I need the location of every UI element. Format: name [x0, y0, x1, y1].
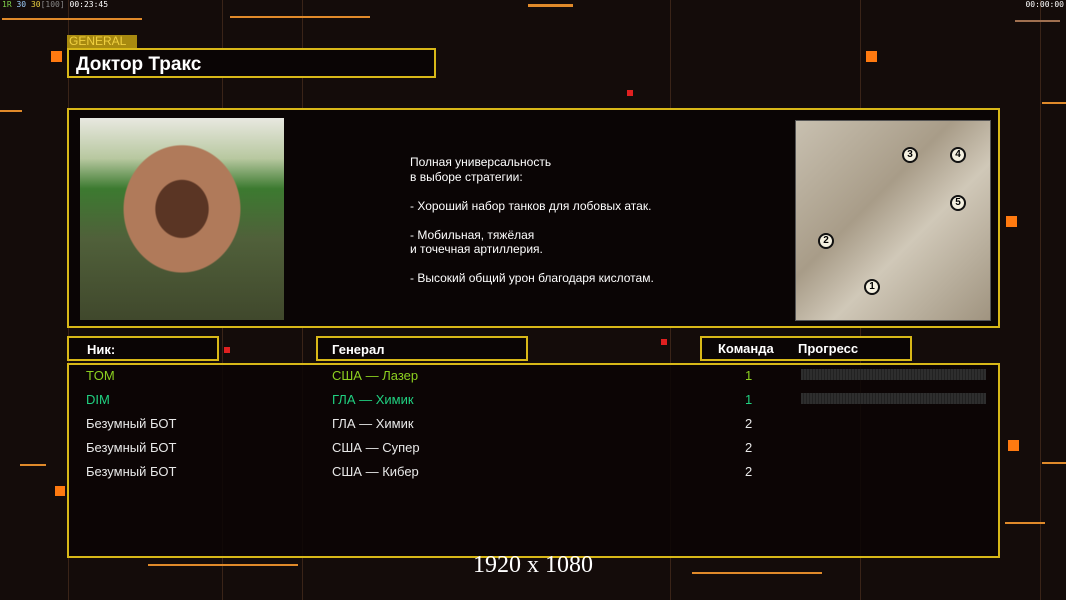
player-row[interactable]: Безумный БОТ США — Супер 2 — [69, 437, 998, 461]
header-nick: Ник: — [67, 336, 219, 361]
player-general[interactable]: ГЛА — Химик — [332, 392, 414, 407]
player-team[interactable]: 2 — [745, 464, 753, 479]
player-team[interactable]: 2 — [745, 440, 753, 455]
header-general: Генерал — [316, 336, 528, 361]
header-team: Команда — [718, 341, 774, 356]
hud-stat: 1R — [2, 0, 12, 9]
player-team[interactable]: 2 — [745, 416, 753, 431]
desc-line: и точечная артиллерия. — [410, 242, 543, 256]
start-position-5[interactable]: 5 — [950, 195, 966, 211]
player-nick: Безумный БОТ — [86, 416, 177, 431]
player-team[interactable]: 1 — [745, 392, 753, 407]
player-row[interactable]: DIM ГЛА — Химик 1 — [69, 389, 998, 413]
hud-stat: 30 — [30, 0, 41, 9]
player-general[interactable]: США — Кибер — [332, 464, 419, 479]
player-row[interactable]: Безумный БОТ США — Кибер 2 — [69, 461, 998, 485]
header-progress: Прогресс — [798, 341, 859, 356]
start-position-1[interactable]: 1 — [864, 279, 880, 295]
player-general[interactable]: ГЛА — Химик — [332, 416, 414, 431]
player-nick: Безумный БОТ — [86, 440, 177, 455]
player-general[interactable]: США — Лазер — [332, 368, 419, 383]
player-nick: DIM — [86, 392, 110, 407]
player-general[interactable]: США — Супер — [332, 440, 420, 455]
desc-line: - Высокий общий урон благодаря кислотам. — [410, 271, 654, 285]
desc-line: - Мобильная, тяжёлая — [410, 227, 535, 242]
player-list: TOM США — Лазер 1 DIM ГЛА — Химик 1 Безумн… — [67, 363, 1000, 558]
player-row[interactable]: Безумный БОТ ГЛА — Химик 2 — [69, 413, 998, 437]
desc-line: в выборе стратегии: — [410, 169, 523, 184]
start-position-4[interactable]: 4 — [950, 147, 966, 163]
header-team-progress: Команда Прогресс — [700, 336, 912, 361]
hud-stat: [100] — [40, 0, 65, 9]
general-name: Доктор Тракс — [67, 48, 436, 78]
player-nick: TOM — [86, 368, 115, 383]
general-portrait — [80, 118, 284, 320]
minimap[interactable]: 1 2 3 4 5 — [795, 120, 991, 321]
start-position-2[interactable]: 2 — [818, 233, 834, 249]
player-team[interactable]: 1 — [745, 368, 753, 383]
general-tag: GENERAL — [67, 35, 137, 48]
hud-stats: 1R 30 30[100] 00:23:45 — [2, 0, 108, 9]
start-position-3[interactable]: 3 — [902, 147, 918, 163]
general-description: Полная универсальность в выборе стратеги… — [410, 155, 654, 286]
desc-line: - Хороший набор танков для лобовых атак. — [410, 198, 652, 213]
hud-timer: 00:00:00 — [1025, 0, 1064, 9]
player-row[interactable]: TOM США — Лазер 1 — [69, 365, 998, 389]
hud-stat: 30 — [16, 0, 27, 9]
general-info-panel: Полная универсальность в выборе стратеги… — [67, 108, 1000, 328]
progress-bar — [801, 369, 986, 380]
hud-clock: 00:23:45 — [69, 0, 109, 9]
desc-line: Полная универсальность — [410, 155, 552, 169]
resolution-label: 1920 x 1080 — [473, 552, 593, 578]
progress-bar — [801, 393, 986, 404]
player-nick: Безумный БОТ — [86, 464, 177, 479]
